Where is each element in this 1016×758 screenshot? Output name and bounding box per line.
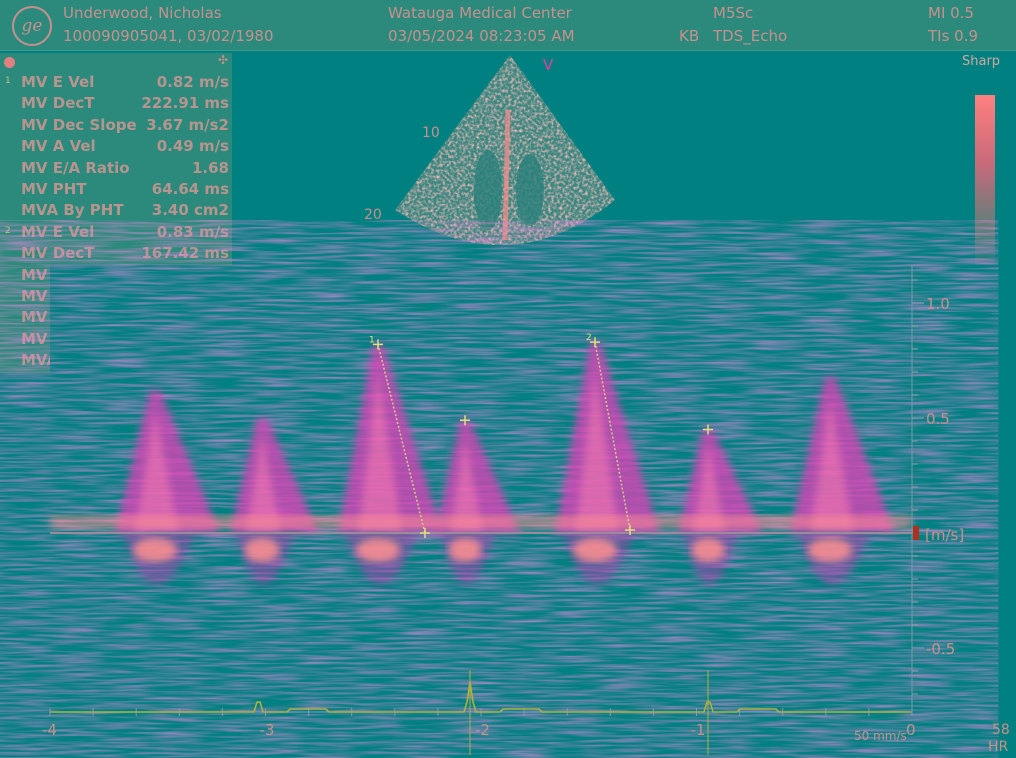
reverse-flow-bright	[573, 538, 617, 562]
spectral-core	[575, 370, 619, 533]
move-icon[interactable]: ✣	[218, 53, 229, 67]
trace-label: 1	[369, 335, 375, 345]
measurement-label: MV DecT	[21, 244, 95, 263]
measurement-row[interactable]: MVA By PHT 3.40 cm2	[0, 201, 232, 222]
time-tick-label: 0	[906, 721, 916, 739]
measurement-label: MV Dec Slope	[21, 115, 137, 134]
measurement-row[interactable]: MV PHT 64.64 ms	[0, 180, 232, 201]
operator: KB	[679, 27, 700, 45]
measurement-label: MV PHT	[21, 180, 87, 198]
reverse-flow-bright	[244, 538, 280, 562]
sweep-speed: 50 mm/s	[854, 729, 907, 743]
institution: Watauga Medical Center	[388, 4, 572, 22]
measurement-label: MV E Vel	[21, 222, 95, 241]
time-tick-label: -4	[42, 721, 57, 739]
measurement-row[interactable]: 2 MV E Vel 0.83 m/s	[0, 223, 232, 244]
measurement-row[interactable]: MV E/A Ratio 1.68	[0, 159, 232, 180]
measurement-label: MV A Vel	[21, 137, 96, 156]
caliper-cross[interactable]	[420, 528, 430, 538]
measurement-value: 3.67 m/s2	[146, 115, 229, 134]
patient-name: Underwood, Nicholas	[63, 4, 222, 22]
heart-rate-label: HR	[988, 739, 1009, 755]
color-map-bar	[975, 95, 995, 265]
measurement-label: MV E Vel	[21, 73, 95, 91]
caliper-cross[interactable]	[590, 337, 600, 348]
measurement-value: 3.40 cm2	[151, 201, 229, 220]
measurement-value: 167.42 ms	[141, 244, 229, 263]
measurement-value: 0.49 m/s	[156, 137, 229, 156]
measurement-value: 0.82 m/s	[156, 73, 229, 91]
baseline-handle[interactable]	[913, 526, 919, 540]
depth-label-20: 20	[364, 207, 382, 223]
depth-label-10: 10	[422, 125, 440, 141]
measurement-row[interactable]: 1 MV E Vel 0.82 m/s	[0, 73, 232, 94]
spectral-core	[450, 437, 483, 533]
measurement-label: MV DecT	[21, 94, 95, 113]
velocity-tick-label: -0.5	[926, 640, 955, 658]
spectral-core	[693, 445, 726, 533]
measurement-value: 64.64 ms	[151, 180, 229, 198]
measurement-row[interactable]: MV DecT 167.42 ms	[0, 244, 232, 265]
heart-rate-value: 58	[992, 722, 1010, 738]
exam-datetime: 03/05/2024 08:23:05 AM	[388, 27, 575, 45]
reverse-flow-bright	[808, 538, 852, 562]
spectral-core	[135, 411, 179, 533]
thermal-index: TIs 0.9	[928, 27, 979, 45]
time-tick-label: -1	[691, 721, 706, 739]
velocity-tick-label: 1.0	[926, 295, 950, 313]
mechanical-index: MI 0.5	[928, 4, 974, 22]
caliper-cross[interactable]	[703, 424, 713, 435]
probe-name: M5Sc	[713, 4, 754, 22]
patient-id-dob: 100090905041, 03/02/1980	[63, 27, 274, 45]
preset: TDS_Echo	[713, 27, 788, 45]
baseline-signal	[50, 515, 912, 529]
measurement-row[interactable]: MV A Vel 0.49 m/s	[0, 137, 232, 158]
image-preset-label: Sharp	[962, 54, 1001, 69]
spectral-core	[358, 372, 402, 533]
measurement-label: MVA By PHT	[21, 201, 124, 220]
measurement-row[interactable]: MV Dec Slope 3.67 m/s2	[0, 116, 232, 137]
measurement-value: 0.83 m/s	[156, 222, 229, 241]
collapse-icon[interactable]	[4, 57, 15, 68]
reverse-flow-bright	[133, 538, 177, 562]
measurement-index: 2	[5, 225, 11, 236]
time-tick-label: -3	[260, 721, 275, 739]
trace-label: 2	[586, 333, 592, 343]
caliper-cross[interactable]	[373, 339, 383, 350]
time-tick-label: -2	[475, 721, 490, 739]
reverse-flow-bright	[356, 538, 400, 562]
orientation-marker: V	[543, 56, 554, 74]
decel-slope-line	[377, 344, 426, 534]
reverse-flow-bright	[448, 538, 482, 562]
spectral-core	[246, 435, 282, 533]
measurement-value: 1.68	[191, 158, 229, 177]
velocity-tick-label: 0.5	[926, 410, 950, 428]
velocity-unit: [m/s]	[925, 526, 964, 544]
spectral-core	[810, 400, 854, 533]
caliper-cross[interactable]	[460, 415, 470, 426]
measurement-row[interactable]: MV DecT 222.91 ms	[0, 94, 232, 115]
measurement-label: MV E/A Ratio	[21, 158, 130, 177]
2d-sector-image: V 10 20	[364, 55, 615, 246]
measurement-index: 1	[5, 76, 11, 86]
measurement-value: 222.91 ms	[141, 94, 229, 113]
header-bar: ge Underwood, Nicholas 100090905041, 03/…	[0, 0, 1016, 51]
reverse-flow-bright	[691, 538, 725, 562]
ge-logo: ge	[12, 6, 52, 46]
ecg-trace	[50, 681, 911, 713]
caliper-cross[interactable]	[625, 525, 635, 535]
